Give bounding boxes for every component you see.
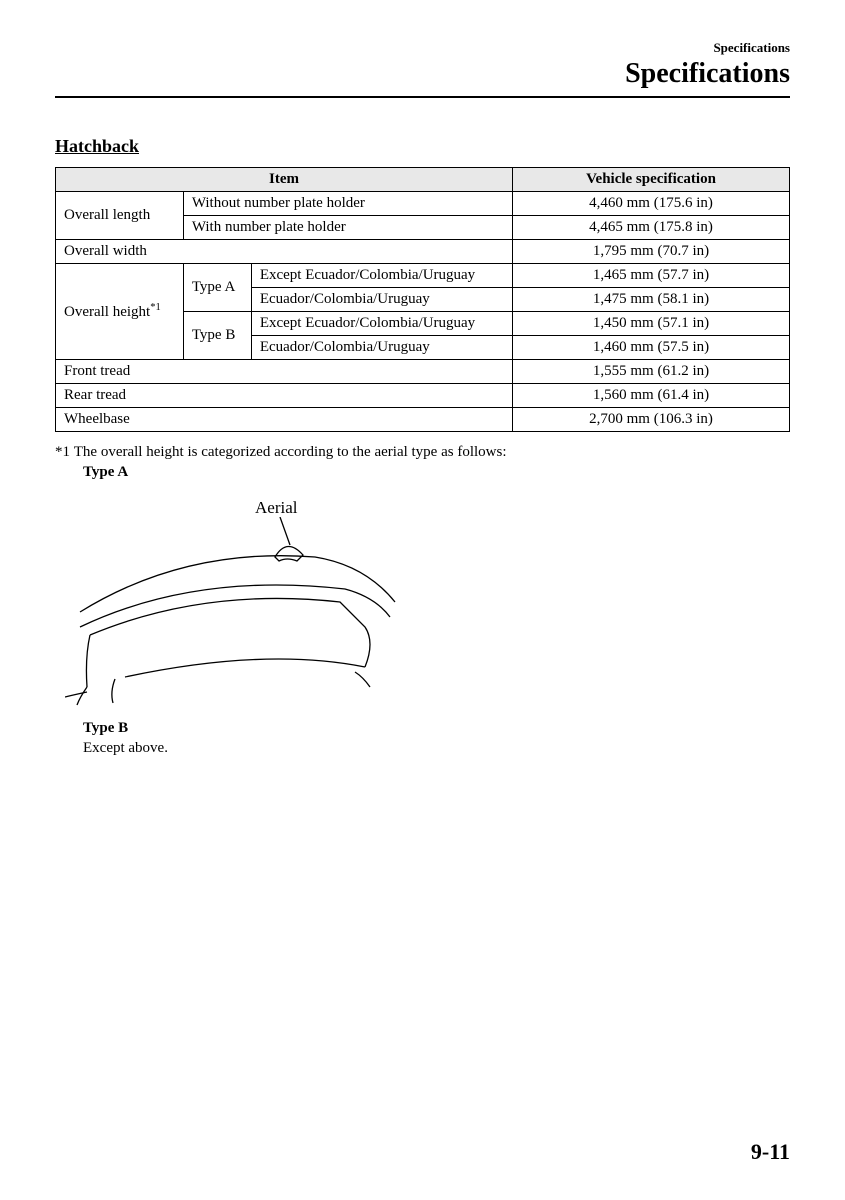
- type-b-text: Except above.: [83, 738, 790, 758]
- cell-type-b: Type B: [183, 312, 251, 360]
- cell-overall-length: Overall length: [56, 192, 184, 240]
- cell-front-tread: Front tread: [56, 360, 513, 384]
- table-row: Overall width 1,795 mm (70.7 in): [56, 240, 790, 264]
- cell-value: 4,465 mm (175.8 in): [513, 216, 790, 240]
- footnote-text: The overall height is categorized accord…: [74, 444, 507, 460]
- aerial-label: Aerial: [255, 497, 790, 520]
- cell-cond: Ecuador/Colombia/Uruguay: [251, 288, 512, 312]
- cell-value: 1,560 mm (61.4 in): [513, 384, 790, 408]
- table-row: Overall height*1 Type A Except Ecuador/C…: [56, 264, 790, 288]
- cell-value: 1,465 mm (57.7 in): [513, 264, 790, 288]
- cell-value: 1,460 mm (57.5 in): [513, 336, 790, 360]
- type-b-heading: Type B: [83, 718, 790, 738]
- overall-height-text: Overall height: [64, 304, 150, 320]
- cell-cond: Ecuador/Colombia/Uruguay: [251, 336, 512, 360]
- cell-wheelbase: Wheelbase: [56, 408, 513, 432]
- cell-cond: Except Ecuador/Colombia/Uruguay: [251, 264, 512, 288]
- header-category: Specifications: [55, 40, 790, 56]
- section-title: Hatchback: [55, 136, 790, 157]
- cell-rear-tread: Rear tread: [56, 384, 513, 408]
- table-row: Front tread 1,555 mm (61.2 in): [56, 360, 790, 384]
- page-number: 9-11: [751, 1139, 790, 1165]
- spec-table: Item Vehicle specification Overall lengt…: [55, 167, 790, 432]
- car-roof-icon: [65, 517, 405, 707]
- cell-value: 1,450 mm (57.1 in): [513, 312, 790, 336]
- table-row: Wheelbase 2,700 mm (106.3 in): [56, 408, 790, 432]
- cell-cond: Without number plate holder: [183, 192, 512, 216]
- table-row: Rear tread 1,560 mm (61.4 in): [56, 384, 790, 408]
- table-header-row: Item Vehicle specification: [56, 168, 790, 192]
- page-header: Specifications Specifications: [55, 40, 790, 98]
- aerial-diagram: [65, 517, 790, 713]
- footnote-block: *1 The overall height is categorized acc…: [55, 442, 790, 758]
- cell-overall-height: Overall height*1: [56, 264, 184, 360]
- table-row: Overall length Without number plate hold…: [56, 192, 790, 216]
- cell-type-a: Type A: [183, 264, 251, 312]
- col-item: Item: [56, 168, 513, 192]
- cell-cond: Except Ecuador/Colombia/Uruguay: [251, 312, 512, 336]
- cell-value: 1,555 mm (61.2 in): [513, 360, 790, 384]
- cell-value: 1,475 mm (58.1 in): [513, 288, 790, 312]
- cell-overall-width: Overall width: [56, 240, 513, 264]
- cell-value: 2,700 mm (106.3 in): [513, 408, 790, 432]
- header-title: Specifications: [55, 58, 790, 90]
- type-a-heading: Type A: [83, 462, 790, 482]
- footnote-marker: *1: [55, 444, 70, 460]
- col-spec: Vehicle specification: [513, 168, 790, 192]
- cell-cond: With number plate holder: [183, 216, 512, 240]
- cell-value: 1,795 mm (70.7 in): [513, 240, 790, 264]
- footnote-ref: *1: [150, 302, 161, 313]
- cell-value: 4,460 mm (175.6 in): [513, 192, 790, 216]
